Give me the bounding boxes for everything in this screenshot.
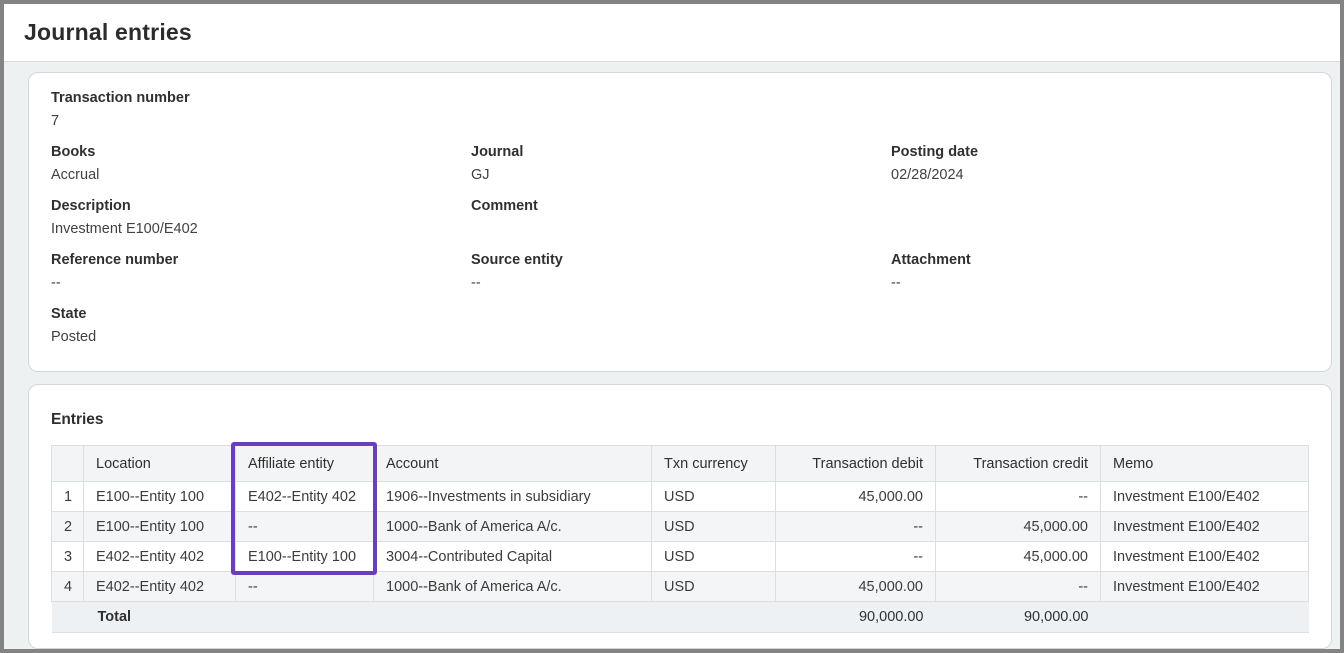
entry-rownum: 1 xyxy=(51,481,84,512)
field-books: Books Accrual xyxy=(51,141,471,186)
field-label: Journal xyxy=(471,144,524,160)
field-posting-date: Posting date 02/28/2024 xyxy=(891,141,1309,186)
field-label: Transaction number xyxy=(51,90,190,106)
field-value: GJ xyxy=(471,167,490,183)
field-value: 02/28/2024 xyxy=(891,167,964,183)
entry-txn-currency: USD xyxy=(651,511,776,542)
entries-panel: Entries Location Affiliate entity Accoun… xyxy=(28,384,1332,649)
entry-location: E100--Entity 100 xyxy=(83,481,236,512)
detail-row: Books Accrual Journal GJ Posting date 02… xyxy=(51,141,1309,195)
entry-txn-currency: USD xyxy=(651,481,776,512)
entries-header-row: Location Affiliate entity Account Txn cu… xyxy=(51,445,1309,482)
field-value: -- xyxy=(471,275,481,291)
field-state: State Posted xyxy=(51,303,471,348)
field-label: Books xyxy=(51,144,96,160)
entry-affiliate-entity: E402--Entity 402 xyxy=(235,481,374,512)
entry-affiliate-entity: E100--Entity 100 xyxy=(235,541,374,572)
entry-transaction-debit: 45,000.00 xyxy=(775,481,936,512)
field-value: Accrual xyxy=(51,167,100,183)
field-value: Posted xyxy=(51,329,97,345)
field-value: 7 xyxy=(51,113,60,129)
entry-row-3: 3 E402--Entity 402 E100--Entity 100 3004… xyxy=(51,541,1309,572)
total-memo-spacer xyxy=(1100,601,1309,633)
field-value: Investment E100/E402 xyxy=(51,221,198,237)
entries-table: Location Affiliate entity Account Txn cu… xyxy=(51,445,1309,633)
entry-affiliate-entity: -- xyxy=(235,571,374,602)
entry-location: E100--Entity 100 xyxy=(83,511,236,542)
entry-row-4: 4 E402--Entity 402 -- 1000--Bank of Amer… xyxy=(51,571,1309,602)
entry-memo: Investment E100/E402 xyxy=(1100,571,1309,602)
entry-txn-currency: USD xyxy=(651,571,776,602)
entry-transaction-credit: -- xyxy=(935,481,1101,512)
entry-rownum: 2 xyxy=(51,511,84,542)
field-attachment: Attachment -- xyxy=(891,249,1309,294)
entry-row-1: 1 E100--Entity 100 E402--Entity 402 1906… xyxy=(51,481,1309,512)
total-transaction-credit: 90,000.00 xyxy=(935,601,1101,633)
entry-transaction-debit: 45,000.00 xyxy=(775,571,936,602)
entry-location: E402--Entity 402 xyxy=(83,571,236,602)
entry-row-2: 2 E100--Entity 100 -- 1000--Bank of Amer… xyxy=(51,511,1309,542)
col-header-rownum xyxy=(51,445,84,482)
page-header: Journal entries xyxy=(4,4,1340,62)
field-source-entity: Source entity -- xyxy=(471,249,891,294)
field-value: -- xyxy=(51,275,61,291)
entry-rownum: 4 xyxy=(51,571,84,602)
entry-txn-currency: USD xyxy=(651,541,776,572)
field-reference-number: Reference number -- xyxy=(51,249,471,294)
field-description: Description Investment E100/E402 xyxy=(51,195,471,240)
entry-rownum: 3 xyxy=(51,541,84,572)
entry-transaction-credit: 45,000.00 xyxy=(935,511,1101,542)
entry-transaction-credit: 45,000.00 xyxy=(935,541,1101,572)
main-content: Transaction number 7 Books Accrual Journ… xyxy=(4,62,1340,649)
field-value: -- xyxy=(891,275,901,291)
col-header-transaction-debit: Transaction debit xyxy=(775,445,936,482)
page-title: Journal entries xyxy=(24,19,192,45)
field-label: Posting date xyxy=(891,144,979,160)
field-label: Attachment xyxy=(891,252,971,268)
field-transaction-number: Transaction number 7 xyxy=(51,87,471,132)
entry-transaction-debit: -- xyxy=(775,511,936,542)
entry-account: 3004--Contributed Capital xyxy=(373,541,652,572)
field-journal: Journal GJ xyxy=(471,141,891,186)
detail-row: Transaction number 7 xyxy=(51,87,1309,141)
detail-row: Reference number -- Source entity -- Att… xyxy=(51,249,1309,303)
detail-row: State Posted xyxy=(51,303,1309,357)
col-header-txn-currency: Txn currency xyxy=(651,445,776,482)
entries-section-title: Entries xyxy=(51,411,104,428)
entry-account: 1000--Bank of America A/c. xyxy=(373,571,652,602)
col-header-transaction-credit: Transaction credit xyxy=(935,445,1101,482)
entry-affiliate-entity: -- xyxy=(235,511,374,542)
field-label: Description xyxy=(51,198,131,214)
col-header-location: Location xyxy=(83,445,236,482)
field-label: Reference number xyxy=(51,252,179,268)
entry-transaction-debit: -- xyxy=(775,541,936,572)
field-label: Source entity xyxy=(471,252,563,268)
total-label: Total xyxy=(51,601,776,633)
entry-account: 1906--Investments in subsidiary xyxy=(373,481,652,512)
entry-memo: Investment E100/E402 xyxy=(1100,481,1309,512)
entries-table-wrap: Location Affiliate entity Account Txn cu… xyxy=(51,442,1309,633)
total-transaction-debit: 90,000.00 xyxy=(775,601,936,633)
entry-transaction-credit: -- xyxy=(935,571,1101,602)
entry-memo: Investment E100/E402 xyxy=(1100,511,1309,542)
entry-memo: Investment E100/E402 xyxy=(1100,541,1309,572)
field-value xyxy=(471,218,891,240)
detail-row: Description Investment E100/E402 Comment xyxy=(51,195,1309,249)
field-comment: Comment xyxy=(471,195,891,240)
entry-location: E402--Entity 402 xyxy=(83,541,236,572)
transaction-details-panel: Transaction number 7 Books Accrual Journ… xyxy=(28,72,1332,372)
field-label: Comment xyxy=(471,198,538,214)
entries-total-row: Total 90,000.00 90,000.00 xyxy=(51,601,1309,633)
field-label: State xyxy=(51,306,87,322)
col-header-affiliate-entity: Affiliate entity xyxy=(235,445,374,482)
entry-account: 1000--Bank of America A/c. xyxy=(373,511,652,542)
col-header-memo: Memo xyxy=(1100,445,1309,482)
col-header-account: Account xyxy=(373,445,652,482)
